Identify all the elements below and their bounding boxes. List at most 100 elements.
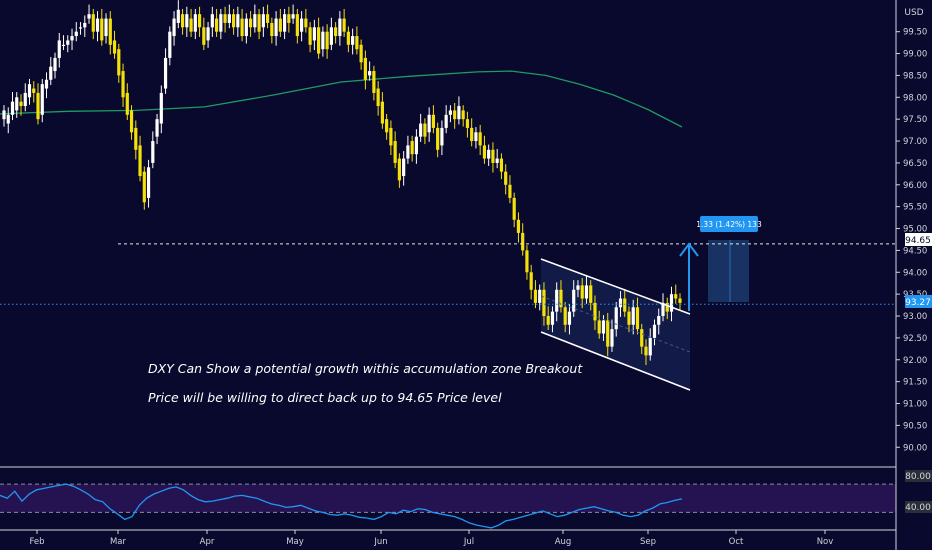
candle-body — [57, 40, 61, 58]
candle-body — [504, 171, 508, 185]
price-tick-label: 96.00 — [903, 181, 927, 191]
candle-body — [465, 119, 470, 128]
candle-body — [27, 84, 32, 98]
time-tick-label: May — [286, 537, 304, 547]
time-tick-label: Apr — [200, 537, 215, 547]
price-scale-background — [896, 0, 932, 550]
candle-body — [6, 114, 10, 124]
candle-body — [304, 18, 308, 28]
candle-body — [70, 36, 74, 41]
time-tick-label: Jun — [373, 537, 387, 547]
candle-body — [206, 27, 210, 41]
candle-body — [376, 88, 380, 107]
time-tick-label: Nov — [817, 537, 834, 547]
candle-body — [244, 18, 248, 37]
candle-body — [385, 119, 389, 133]
measure-label-bg — [700, 216, 758, 232]
candle-body — [61, 44, 66, 47]
annotation-line-1: DXY Can Show a potential growth withis a… — [148, 361, 583, 376]
candle-body — [533, 289, 538, 303]
candle-body — [584, 285, 589, 299]
candle-body — [436, 127, 440, 150]
candle-body — [567, 311, 572, 325]
candle-body — [431, 114, 436, 128]
candle-body — [359, 44, 363, 63]
candle-body — [414, 136, 419, 155]
candle-body — [295, 14, 299, 37]
price-tick-label: 95.50 — [903, 203, 927, 213]
candle-body — [644, 346, 648, 356]
candle-body — [623, 298, 627, 312]
candle-body — [176, 9, 180, 23]
candle-body — [610, 329, 614, 347]
candle-body — [597, 320, 601, 334]
channel-mid-line — [540, 295, 691, 353]
price-tick-label: 93.00 — [903, 312, 927, 322]
candle-body — [134, 127, 138, 150]
time-tick-label: Oct — [729, 537, 744, 547]
price-tick-label: 97.50 — [903, 115, 927, 125]
candle-body — [563, 307, 567, 325]
candle-body — [112, 40, 117, 54]
candle-body — [508, 184, 512, 198]
price-axis[interactable]: 99.50 99.00 98.50 98.00 97.50 97.00 96.50 96.00… — [896, 28, 927, 454]
candle-body — [291, 14, 295, 19]
annotation-line-2: Price will be willing to direct back up … — [148, 390, 502, 405]
candle-body — [248, 18, 253, 28]
price-tick-label: 90.00 — [903, 443, 927, 453]
current-badge-text: 93.27 — [905, 298, 931, 308]
candle-body — [406, 145, 410, 159]
price-tick-label: 98.00 — [903, 93, 927, 103]
candle-body — [155, 119, 159, 137]
target-badge-bg — [905, 233, 932, 246]
candle-body — [580, 285, 584, 299]
price-tick-label: 99.50 — [903, 28, 927, 38]
candle-body — [274, 18, 278, 37]
candle-body — [53, 57, 57, 72]
candle-body — [635, 307, 640, 330]
candle-body — [499, 158, 504, 172]
ma-line — [0, 70, 683, 128]
candle-body — [108, 18, 112, 45]
candle-body — [423, 123, 427, 137]
candle-body — [227, 14, 231, 23]
price-tick-label: 97.00 — [903, 137, 927, 147]
candle-body — [219, 14, 223, 32]
candle-body — [146, 167, 151, 198]
time-tick-label: Jul — [463, 537, 474, 547]
time-tick-label: Mar — [110, 537, 127, 547]
current-price-badge: 93.27 — [905, 295, 932, 308]
candle-body — [444, 114, 448, 128]
price-tick-label: 96.50 — [903, 159, 927, 169]
candle-body — [487, 149, 491, 159]
candle-body — [44, 79, 49, 89]
moving-average-line — [0, 70, 683, 128]
price-tick-label: 92.50 — [903, 334, 927, 344]
candle-body — [95, 18, 100, 32]
osc-upper-badge: 80.00 — [905, 470, 932, 482]
candle-body — [470, 127, 474, 142]
candle-body — [397, 158, 401, 181]
candle-body — [15, 97, 19, 111]
candle-body — [614, 307, 618, 330]
candle-body — [91, 14, 95, 32]
candle-body — [448, 110, 453, 115]
oscillator-line — [0, 483, 683, 529]
candle-body — [589, 285, 593, 303]
time-axis[interactable]: Feb Mar Apr May Jun Jul Aug Sep Oct Nov — [29, 530, 833, 547]
candle-body — [338, 18, 342, 37]
candle-body — [402, 158, 406, 177]
candle-body — [329, 27, 333, 45]
channel-upper-line — [540, 258, 691, 315]
candle-body — [618, 298, 623, 308]
candle-body — [593, 302, 597, 321]
candle-body — [525, 250, 529, 273]
candle-body — [66, 40, 70, 45]
candle-body — [657, 316, 661, 325]
candle-body — [512, 197, 516, 220]
candle-body — [104, 18, 108, 37]
price-tick-label: 95.00 — [903, 225, 927, 235]
breakout-arrow-head — [679, 242, 699, 257]
candle-body — [308, 27, 312, 45]
candle-body — [346, 31, 350, 45]
